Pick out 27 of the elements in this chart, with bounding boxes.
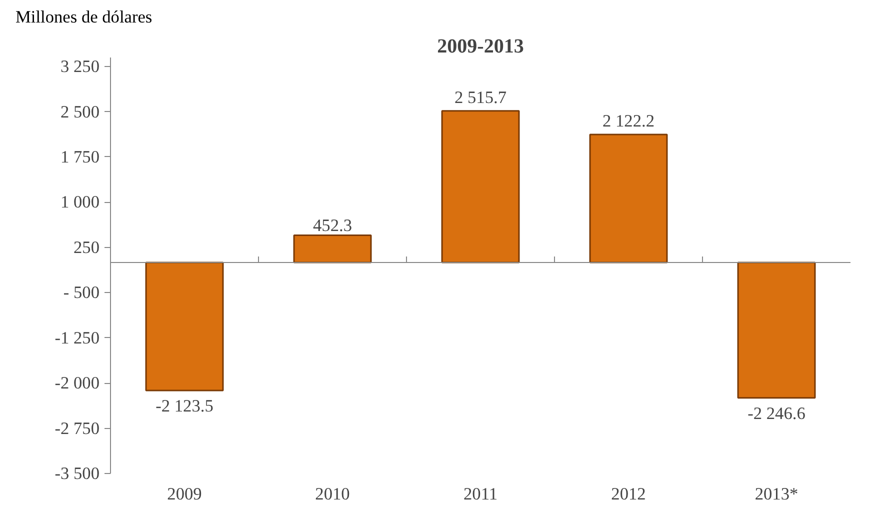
data-label: -2 246.6: [748, 404, 806, 423]
data-label: 2 515.7: [454, 88, 507, 107]
y-tick-label: 2 500: [60, 102, 100, 122]
y-tick-label: - 500: [63, 283, 100, 302]
x-tick-label: 2012: [611, 484, 646, 504]
bar: [737, 262, 816, 399]
y-tick-label: 1 000: [60, 192, 100, 212]
x-tick-label: 2010: [315, 484, 350, 504]
bar: [589, 134, 668, 264]
bar: [293, 234, 372, 264]
chart-title: 2009-2013: [437, 36, 524, 58]
y-tick-label: 1 750: [60, 147, 100, 166]
y-tick-label: -1 250: [54, 328, 100, 348]
data-label: 452.3: [313, 216, 352, 236]
y-tick-label: -3 500: [54, 464, 100, 483]
y-axis-title: Millones de dólares: [16, 8, 152, 26]
data-label: 2 122.2: [602, 112, 654, 131]
y-tick-label: -2 750: [54, 418, 100, 438]
x-tick-label: 2009: [167, 484, 202, 504]
x-tick-label: 2011: [463, 484, 498, 504]
bar: [145, 262, 224, 392]
x-tick-label: 2013*: [754, 484, 798, 504]
bar: [441, 110, 520, 264]
data-label: -2 123.5: [156, 396, 214, 416]
y-tick-label: 3 250: [60, 57, 100, 76]
y-tick-label: -2 000: [54, 374, 100, 393]
y-tick-label: 250: [74, 238, 100, 257]
